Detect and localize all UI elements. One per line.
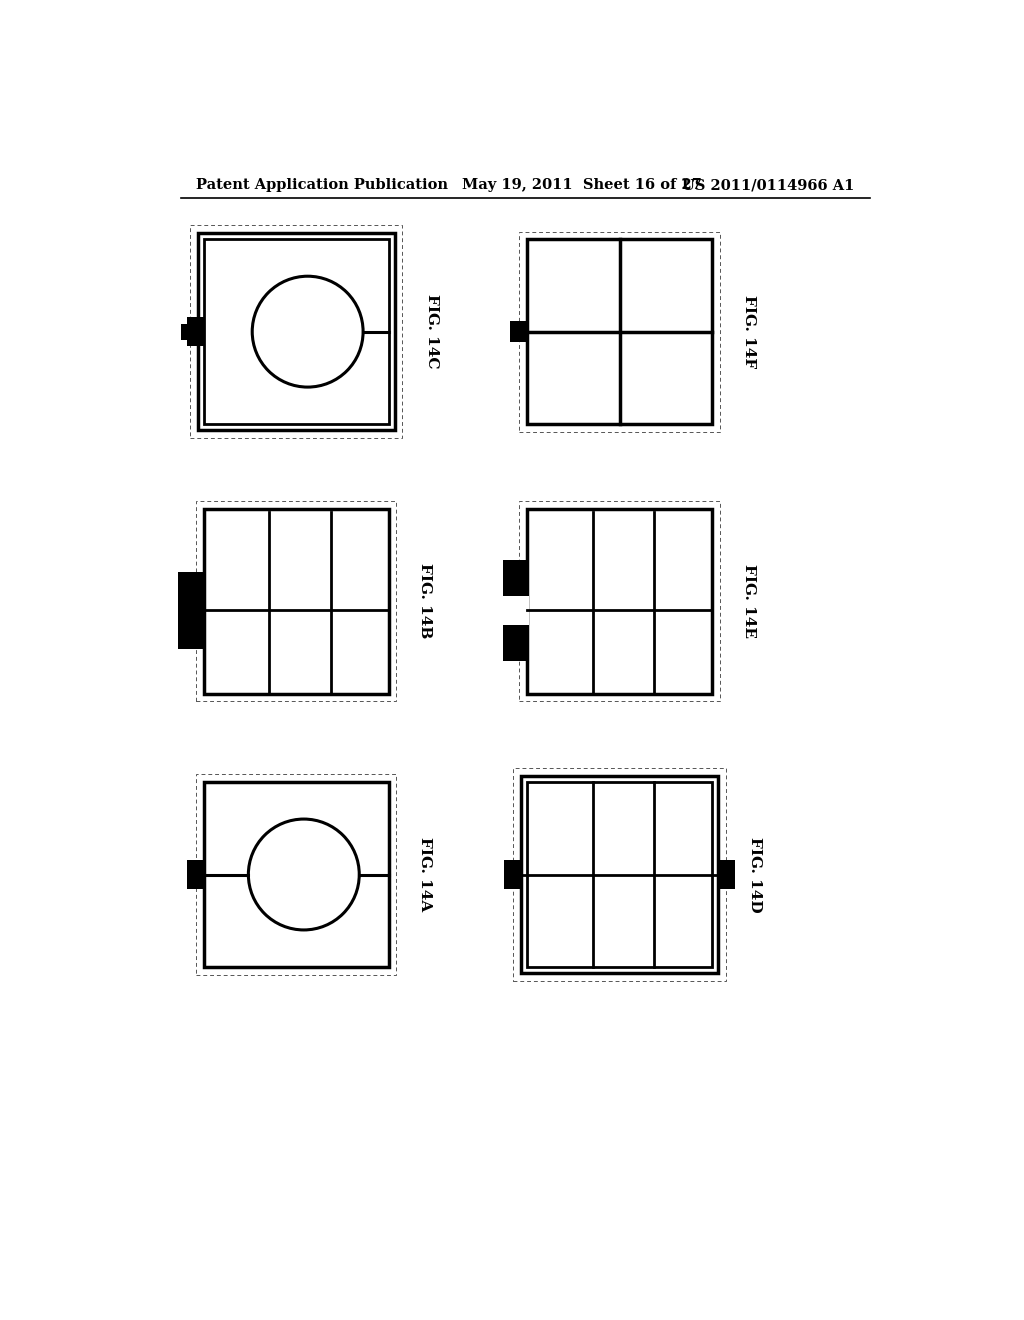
Bar xyxy=(196,775,396,974)
Bar xyxy=(186,859,204,890)
Bar xyxy=(527,239,712,424)
Bar xyxy=(196,502,396,701)
Text: US 2011/0114966 A1: US 2011/0114966 A1 xyxy=(682,178,854,193)
Bar xyxy=(521,776,718,973)
Bar xyxy=(527,781,712,966)
Bar xyxy=(504,560,527,597)
Bar xyxy=(513,768,726,981)
Text: FIG. 14F: FIG. 14F xyxy=(741,296,756,368)
Bar xyxy=(198,234,394,430)
Circle shape xyxy=(252,276,364,387)
Text: FIG. 14C: FIG. 14C xyxy=(425,294,438,368)
Bar xyxy=(504,597,528,624)
Bar xyxy=(519,502,720,701)
Bar xyxy=(510,321,527,342)
Bar xyxy=(204,781,388,966)
Bar xyxy=(186,317,204,346)
Bar xyxy=(519,231,720,432)
Text: FIG. 14B: FIG. 14B xyxy=(419,564,432,639)
Bar xyxy=(180,323,186,339)
Text: May 19, 2011  Sheet 16 of 27: May 19, 2011 Sheet 16 of 27 xyxy=(462,178,701,193)
Text: FIG. 14A: FIG. 14A xyxy=(419,837,432,912)
Bar xyxy=(504,624,527,661)
Text: FIG. 14E: FIG. 14E xyxy=(741,564,756,638)
Bar xyxy=(504,859,521,890)
Circle shape xyxy=(249,818,359,929)
Bar xyxy=(189,226,402,438)
Bar xyxy=(718,859,735,890)
Bar xyxy=(178,572,204,649)
Text: Patent Application Publication: Patent Application Publication xyxy=(196,178,449,193)
Bar xyxy=(204,508,388,693)
Bar xyxy=(204,239,388,424)
Text: FIG. 14D: FIG. 14D xyxy=(748,837,762,912)
Bar xyxy=(527,508,712,693)
